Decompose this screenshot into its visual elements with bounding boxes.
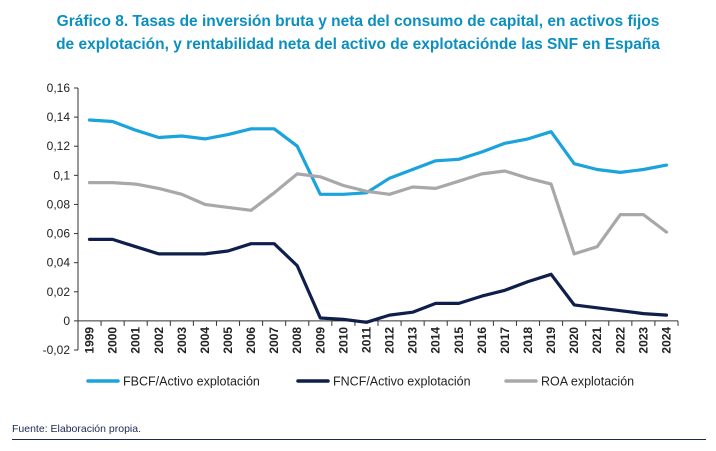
y-tick-label: 0,02 [47, 285, 71, 299]
x-tick-label: 2011 [359, 327, 373, 353]
y-tick-label: 0 [63, 314, 70, 328]
x-tick-label: 2004 [198, 327, 212, 354]
y-tick-label: 0,16 [47, 81, 71, 95]
chart-title: Gráfico 8. Tasas de inversión bruta y ne… [0, 10, 716, 56]
x-tick-label: 2009 [313, 327, 327, 354]
x-tick-label: 2006 [244, 327, 258, 354]
x-tick-label: 2017 [498, 327, 512, 354]
x-tick-label: 2000 [106, 327, 120, 354]
y-tick-label: 0,04 [47, 256, 71, 270]
x-tick-label: 2016 [475, 327, 489, 354]
x-tick-label: 2001 [129, 327, 143, 354]
legend-label-3: ROA explotación [541, 375, 634, 389]
x-tick-label: 2003 [175, 327, 189, 354]
series-line-1 [87, 118, 669, 196]
x-tick-label: 2022 [613, 327, 627, 354]
x-tick-label: 2023 [636, 327, 650, 354]
chart-title-line-2: de explotación, y rentabilidad neta del … [56, 36, 660, 53]
x-tick-label: 2007 [267, 327, 281, 354]
y-tick-label: 0,1 [53, 168, 70, 182]
x-tick-label: 2020 [567, 327, 581, 354]
y-tick-label: 0,12 [47, 139, 71, 153]
x-tick-label: 2024 [659, 327, 673, 354]
x-tick-label: 2018 [521, 327, 535, 354]
x-tick-label: 2012 [383, 327, 397, 354]
x-tick-label: 2021 [590, 327, 604, 354]
legend-label-2: FNCF/Activo explotación [333, 375, 471, 389]
x-tick-label: 2019 [544, 327, 558, 354]
y-tick-label: 0,06 [47, 227, 71, 241]
x-tick-label: 2005 [221, 327, 235, 354]
y-tick-label: 0,14 [47, 110, 71, 124]
x-tick-label: 2008 [290, 327, 304, 354]
source-note: Fuente: Elaboración propia. [12, 423, 141, 435]
x-tick-label: 2013 [406, 327, 420, 354]
footer-divider [12, 439, 706, 440]
x-tick-label: 2014 [429, 327, 443, 354]
x-tick-label: 2010 [336, 327, 350, 354]
chart-title-line-1: Gráfico 8. Tasas de inversión bruta y ne… [56, 13, 660, 30]
y-tick-label: -0,02 [43, 343, 71, 357]
legend-label-1: FBCF/Activo explotación [123, 375, 260, 389]
x-tick-label: 1999 [83, 327, 97, 354]
series-line-2 [87, 237, 669, 324]
x-tick-label: 2015 [452, 327, 466, 354]
x-tick-label: 2002 [152, 327, 166, 354]
series-line-3 [87, 169, 669, 256]
y-tick-label: 0,08 [47, 197, 71, 211]
